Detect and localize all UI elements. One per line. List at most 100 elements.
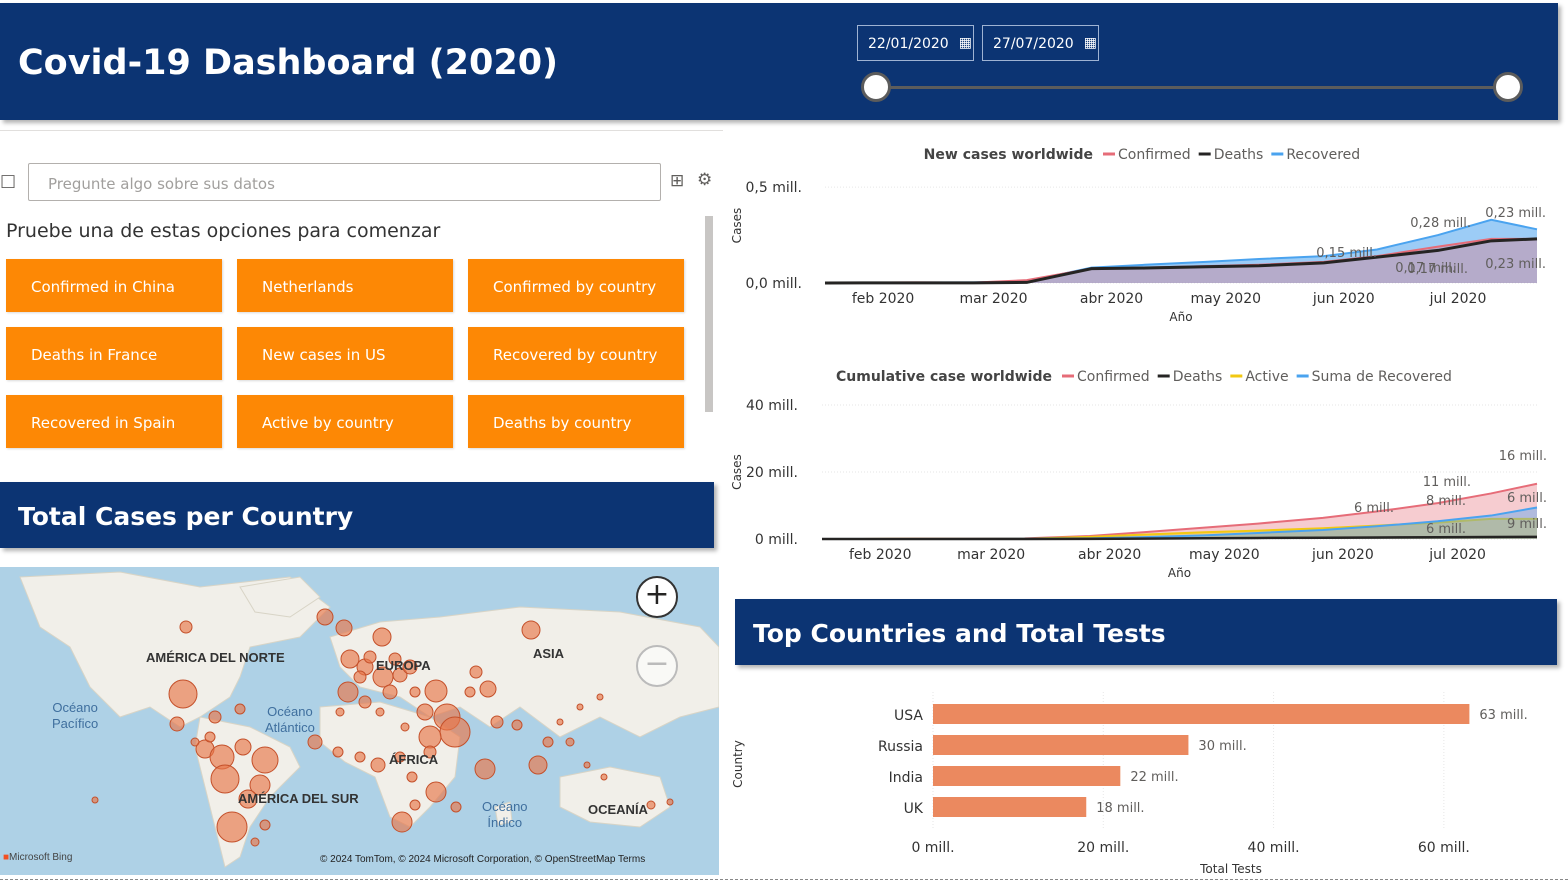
bubble — [382, 684, 398, 700]
bubble — [210, 764, 240, 794]
x-tick-label: jun 2020 — [1311, 547, 1374, 563]
bubble — [423, 745, 437, 759]
suggestion-button[interactable]: Deaths by country — [468, 395, 684, 448]
suggestion-button[interactable]: Netherlands — [237, 259, 453, 312]
legend-label: Confirmed — [1118, 147, 1191, 163]
x-axis-title: Año — [1168, 566, 1191, 580]
x-tick-label: feb 2020 — [849, 547, 912, 563]
qa-comment-icon[interactable]: □ — [0, 171, 17, 191]
bubble — [418, 725, 442, 749]
bubble — [402, 659, 418, 675]
x-tick-label: 60 mill. — [1418, 840, 1470, 856]
x-tick-label: mar 2020 — [957, 547, 1025, 563]
legend-label: Recovered — [1286, 147, 1360, 163]
map-label-oceania: OCEANÍA — [588, 802, 648, 817]
suggestion-button[interactable]: Confirmed in China — [6, 259, 222, 312]
legend-label: Suma de Recovered — [1312, 369, 1452, 385]
data-label: 6 mill. — [1426, 522, 1466, 537]
bubble — [409, 799, 421, 811]
bubble — [392, 667, 408, 683]
bar — [933, 704, 1470, 724]
data-label: 9 mill. — [1507, 517, 1547, 532]
data-label: 8 mill. — [1426, 494, 1466, 509]
flowchart-icon[interactable]: ⊞ — [670, 171, 685, 191]
map-label-south-america: AMÉRICA DEL SUR — [238, 791, 359, 806]
bubble — [335, 619, 353, 637]
ocean-label-indian: Océano Índico — [482, 799, 528, 830]
date-range-slider[interactable] — [876, 86, 1508, 89]
chart-title: New cases worldwide — [924, 147, 1093, 163]
bubble — [416, 703, 434, 721]
map-label-europe: EUROPA — [376, 658, 431, 673]
suggestion-button[interactable]: Confirmed by country — [468, 259, 684, 312]
qa-scrollbar[interactable] — [705, 216, 713, 412]
gear-icon[interactable]: ⚙ — [697, 170, 713, 190]
qa-search-input[interactable]: Pregunte algo sobre sus datos — [28, 163, 661, 201]
zoom-out-button[interactable]: − — [636, 645, 678, 687]
suggestion-button[interactable]: Recovered in Spain — [6, 395, 222, 448]
series-area — [825, 238, 1537, 283]
bar — [933, 797, 1087, 817]
suggestion-button[interactable]: New cases in US — [237, 327, 453, 380]
data-label: 6 mill. — [1507, 491, 1547, 506]
cumulative-cases-chart: Cumulative case worldwide Confirmed Deaths… — [730, 369, 1547, 580]
bubble — [646, 800, 656, 810]
bubble — [234, 738, 252, 756]
world-map[interactable]: AMÉRICA DEL NORTE EUROPA ASIA ÁFRICA AMÉ… — [0, 567, 719, 875]
bubble — [216, 811, 248, 843]
end-date-input[interactable]: 27/07/2020 ▦ — [982, 25, 1099, 61]
bubble — [332, 746, 344, 758]
map-attribution[interactable]: © 2024 TomTom, © 2024 Microsoft Corporat… — [320, 854, 646, 865]
end-date-value: 27/07/2020 — [993, 36, 1074, 52]
bubble — [439, 716, 471, 748]
bubble — [363, 650, 377, 664]
section-title: Top Countries and Total Tests — [753, 619, 1166, 648]
bubble — [370, 757, 386, 773]
bubble — [666, 798, 674, 806]
case-bubbles — [91, 608, 674, 847]
calendar-icon[interactable]: ▦ — [1083, 35, 1097, 51]
bubble — [424, 679, 448, 703]
start-date-value: 22/01/2020 — [868, 36, 949, 52]
legend-label: Active — [1245, 369, 1288, 385]
page-title: Covid-19 Dashboard (2020) — [18, 43, 559, 83]
data-label: 0,17 mill. — [1407, 262, 1468, 277]
data-label: 6 mill. — [1354, 501, 1394, 516]
data-label: 63 mill. — [1479, 708, 1527, 723]
start-date-input[interactable]: 22/01/2020 ▦ — [857, 25, 974, 61]
bubble — [238, 789, 258, 809]
x-tick-label: jul 2020 — [1428, 547, 1486, 563]
bubble — [358, 695, 372, 709]
map-label-north-america: AMÉRICA DEL NORTE — [146, 650, 285, 665]
y-axis-title: Cases — [730, 208, 744, 244]
ocean-label-pacific: Océano Pacífico — [52, 700, 99, 731]
x-tick-label: jun 2020 — [1312, 291, 1375, 307]
calendar-icon[interactable]: ▦ — [958, 35, 972, 51]
ocean-label-atlantic: Océano Atlántico — [265, 704, 315, 735]
y-tick-label: 0 mill. — [755, 532, 798, 548]
bubble — [168, 679, 198, 709]
bubble — [234, 703, 246, 715]
tests-section-header: Top Countries and Total Tests — [735, 599, 1557, 665]
zoom-in-button[interactable]: + — [636, 576, 678, 618]
series-area — [822, 518, 1537, 539]
map-section-header: Total Cases per Country — [0, 482, 714, 548]
x-tick-label: may 2020 — [1189, 547, 1260, 563]
suggestion-button[interactable]: Recovered by country — [468, 327, 684, 380]
bar — [933, 735, 1189, 755]
legend-label: Confirmed — [1077, 369, 1150, 385]
data-label: 0,28 mill. — [1410, 216, 1471, 231]
y-tick-label: 0,0 mill. — [746, 276, 802, 292]
legend-label: Deaths — [1214, 147, 1264, 163]
bubble — [259, 819, 271, 831]
suggestion-button[interactable]: Deaths in France — [6, 327, 222, 380]
bubble — [250, 837, 260, 847]
data-label: 30 mill. — [1198, 739, 1246, 754]
tests-bar-chart: 0 mill. 20 mill. 40 mill. 60 mill. USA 63 mil… — [731, 692, 1528, 876]
slider-start-handle[interactable] — [861, 72, 891, 102]
suggestion-button[interactable]: Active by country — [237, 395, 453, 448]
section-title: Total Cases per Country — [18, 502, 354, 531]
slider-end-handle[interactable] — [1493, 72, 1523, 102]
bar — [933, 766, 1121, 786]
x-tick-label: abr 2020 — [1080, 291, 1143, 307]
